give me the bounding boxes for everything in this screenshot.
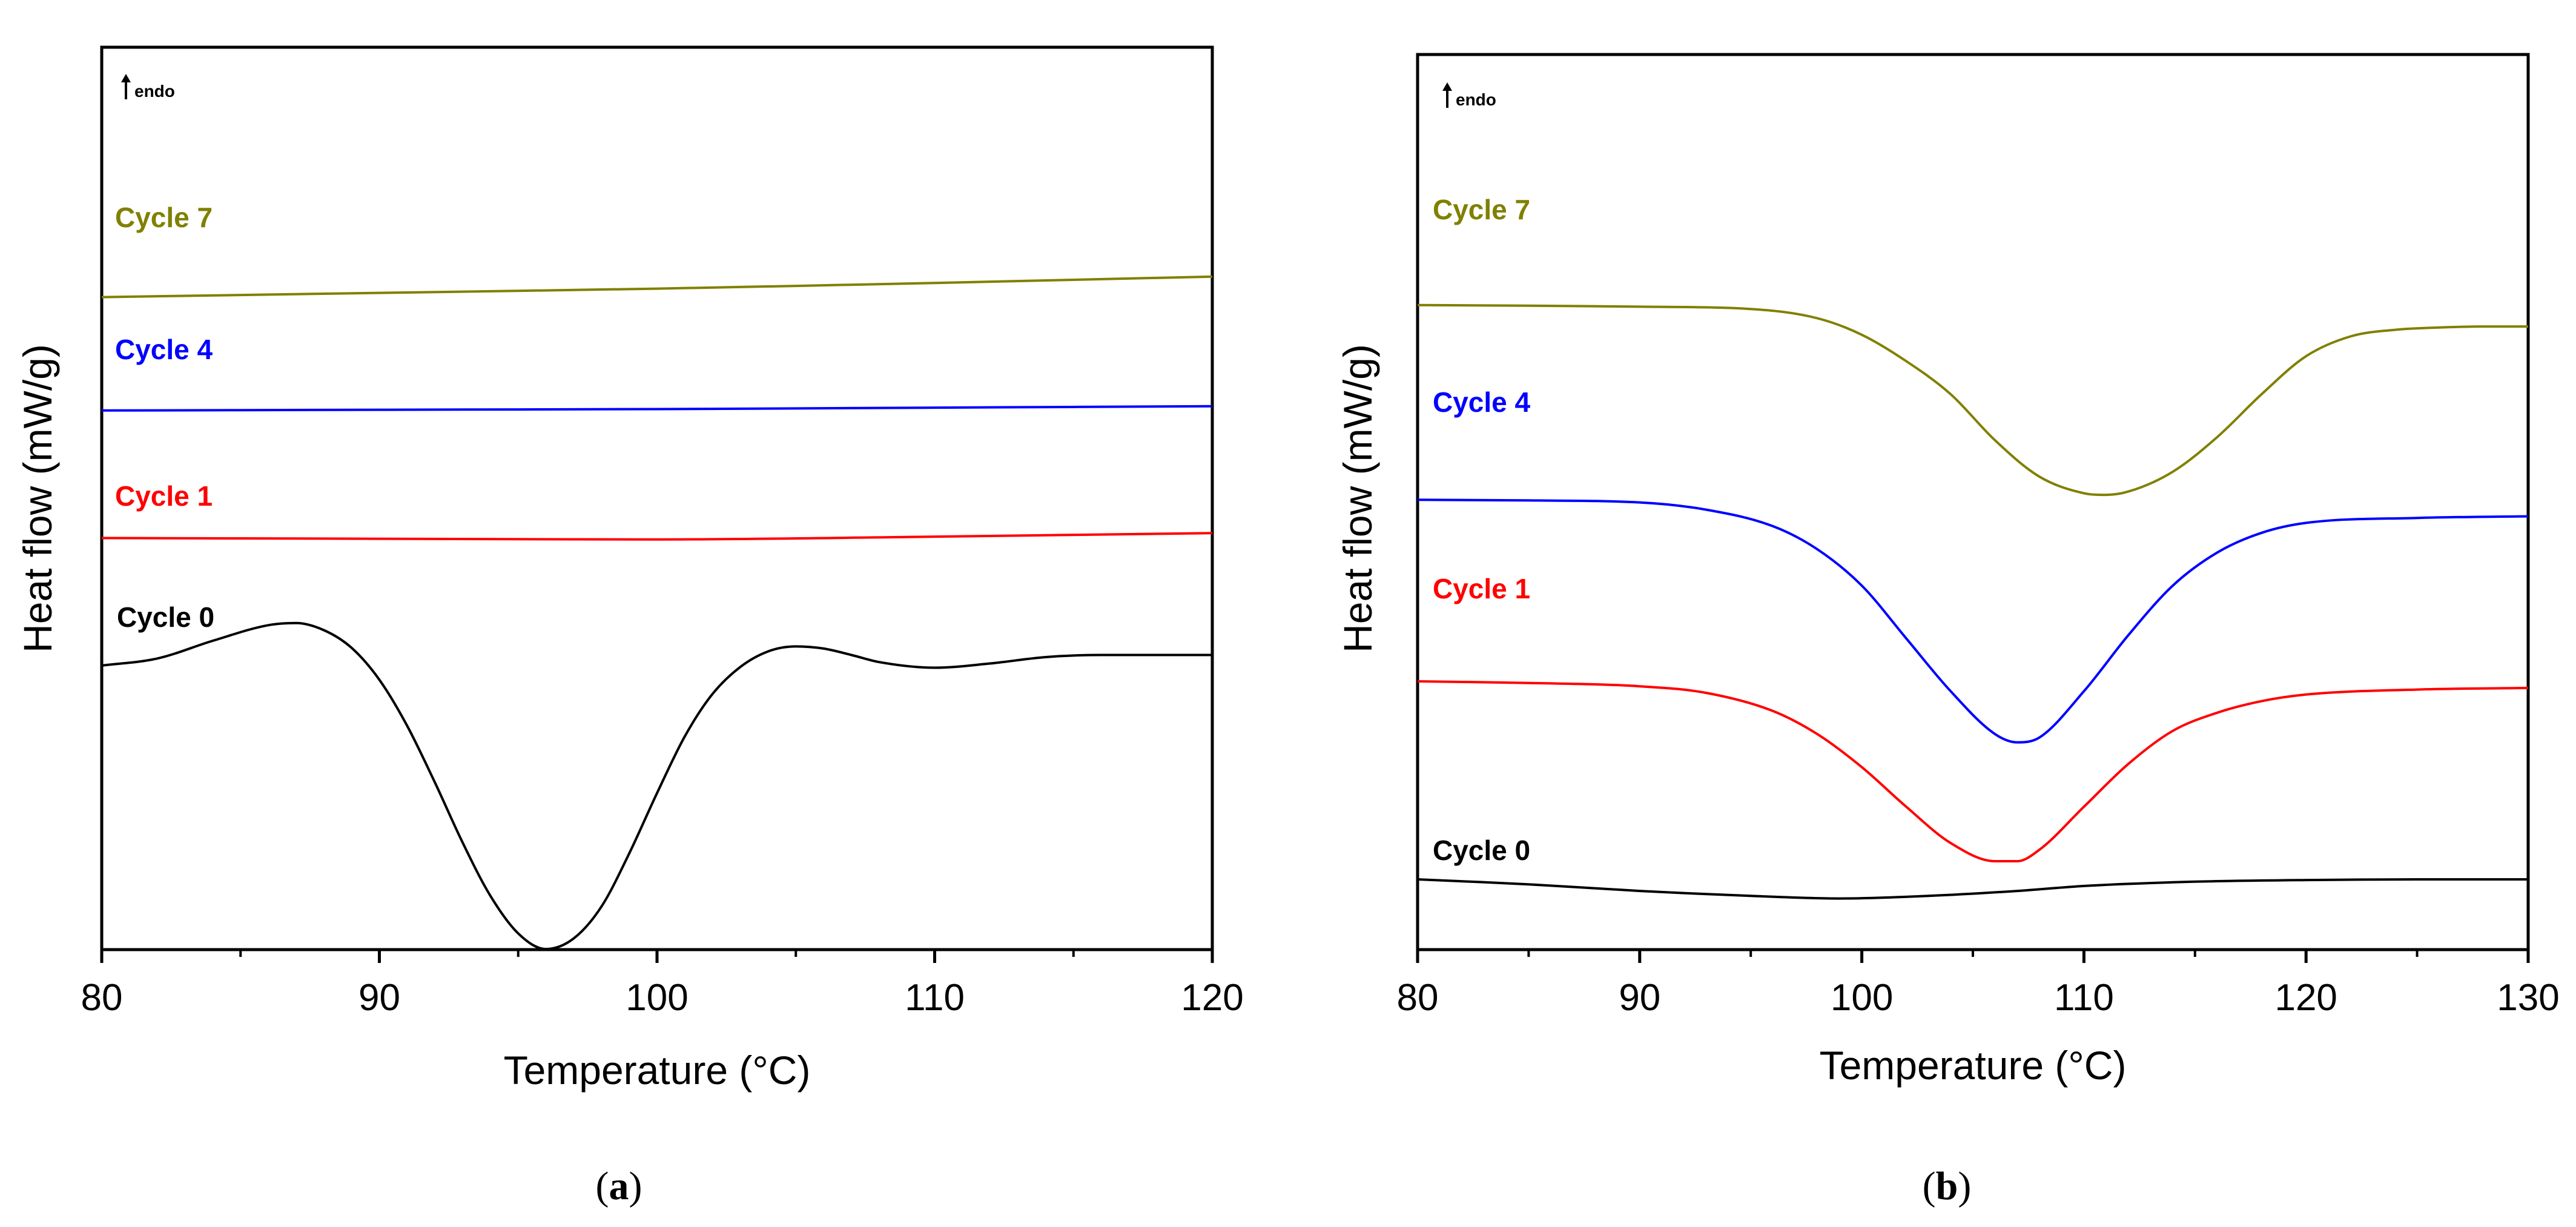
x-tick-label: 130 [2497, 977, 2559, 1019]
series-line-cycle-7 [102, 275, 1212, 299]
series-line-cycle-0 [1418, 878, 2528, 900]
panel-letter-a: a [609, 1164, 629, 1208]
x-axis-title-a: Temperature (°C) [504, 1048, 811, 1093]
series-label-cycle-1: Cycle 1 [1433, 573, 1530, 604]
panel-caption-b: (b) [1923, 1164, 1972, 1208]
series-line-cycle-4 [102, 405, 1212, 412]
x-tick-label: 100 [626, 977, 688, 1019]
x-ticks-a: 80 90 100 110 120 [81, 950, 1244, 1019]
x-axis-title-b: Temperature (°C) [1820, 1043, 2127, 1088]
x-tick-label: 100 [1831, 977, 1893, 1019]
x-tick-label: 120 [1181, 977, 1243, 1019]
y-axis-title-b: Heat flow (mW/g) [1335, 344, 1380, 653]
series-label-cycle-7: Cycle 7 [1433, 194, 1530, 225]
x-tick-label: 80 [81, 977, 123, 1019]
x-tick-label: 110 [2054, 977, 2114, 1019]
x-ticks-b: 80 90 100 110 120 130 [1397, 950, 2560, 1019]
endo-arrow-icon-a [121, 74, 131, 82]
endo-label-a: endo [134, 82, 175, 101]
plot-frame-a [100, 45, 1214, 951]
series-label-cycle-0: Cycle 0 [117, 601, 214, 633]
series-lines-b [1418, 303, 2528, 900]
series-lines-a [102, 275, 1212, 950]
x-tick-label: 120 [2274, 977, 2337, 1019]
series-label-cycle-4: Cycle 4 [1433, 386, 1531, 418]
series-label-cycle-1: Cycle 1 [115, 480, 213, 512]
series-line-cycle-1 [102, 532, 1212, 541]
endo-arrow-icon-b [1442, 82, 1452, 91]
x-tick-label: 80 [1397, 977, 1439, 1019]
endo-label-b: endo [1456, 90, 1496, 109]
series-labels-a: Cycle 0 Cycle 1 Cycle 4 Cycle 7 [115, 202, 214, 633]
series-line-cycle-7 [1418, 303, 2528, 497]
series-label-cycle-7: Cycle 7 [115, 202, 213, 233]
x-tick-label: 90 [1619, 977, 1660, 1019]
y-axis-title-a: Heat flow (mW/g) [15, 344, 60, 653]
panel-caption-a: (a) [596, 1164, 642, 1208]
series-line-cycle-4 [1418, 498, 2528, 744]
x-tick-label: 90 [358, 977, 400, 1019]
series-label-cycle-4: Cycle 4 [115, 334, 213, 365]
x-tick-label: 110 [905, 977, 965, 1019]
series-labels-b: Cycle 0 Cycle 1 Cycle 4 Cycle 7 [1433, 194, 1531, 866]
panel-letter-b: b [1936, 1164, 1958, 1208]
series-line-cycle-0 [102, 621, 1212, 950]
endo-annotation-b: endo [1442, 82, 1496, 109]
series-label-cycle-0: Cycle 0 [1433, 835, 1530, 866]
endo-annotation-a: endo [121, 74, 175, 101]
series-line-cycle-1 [1418, 680, 2528, 862]
